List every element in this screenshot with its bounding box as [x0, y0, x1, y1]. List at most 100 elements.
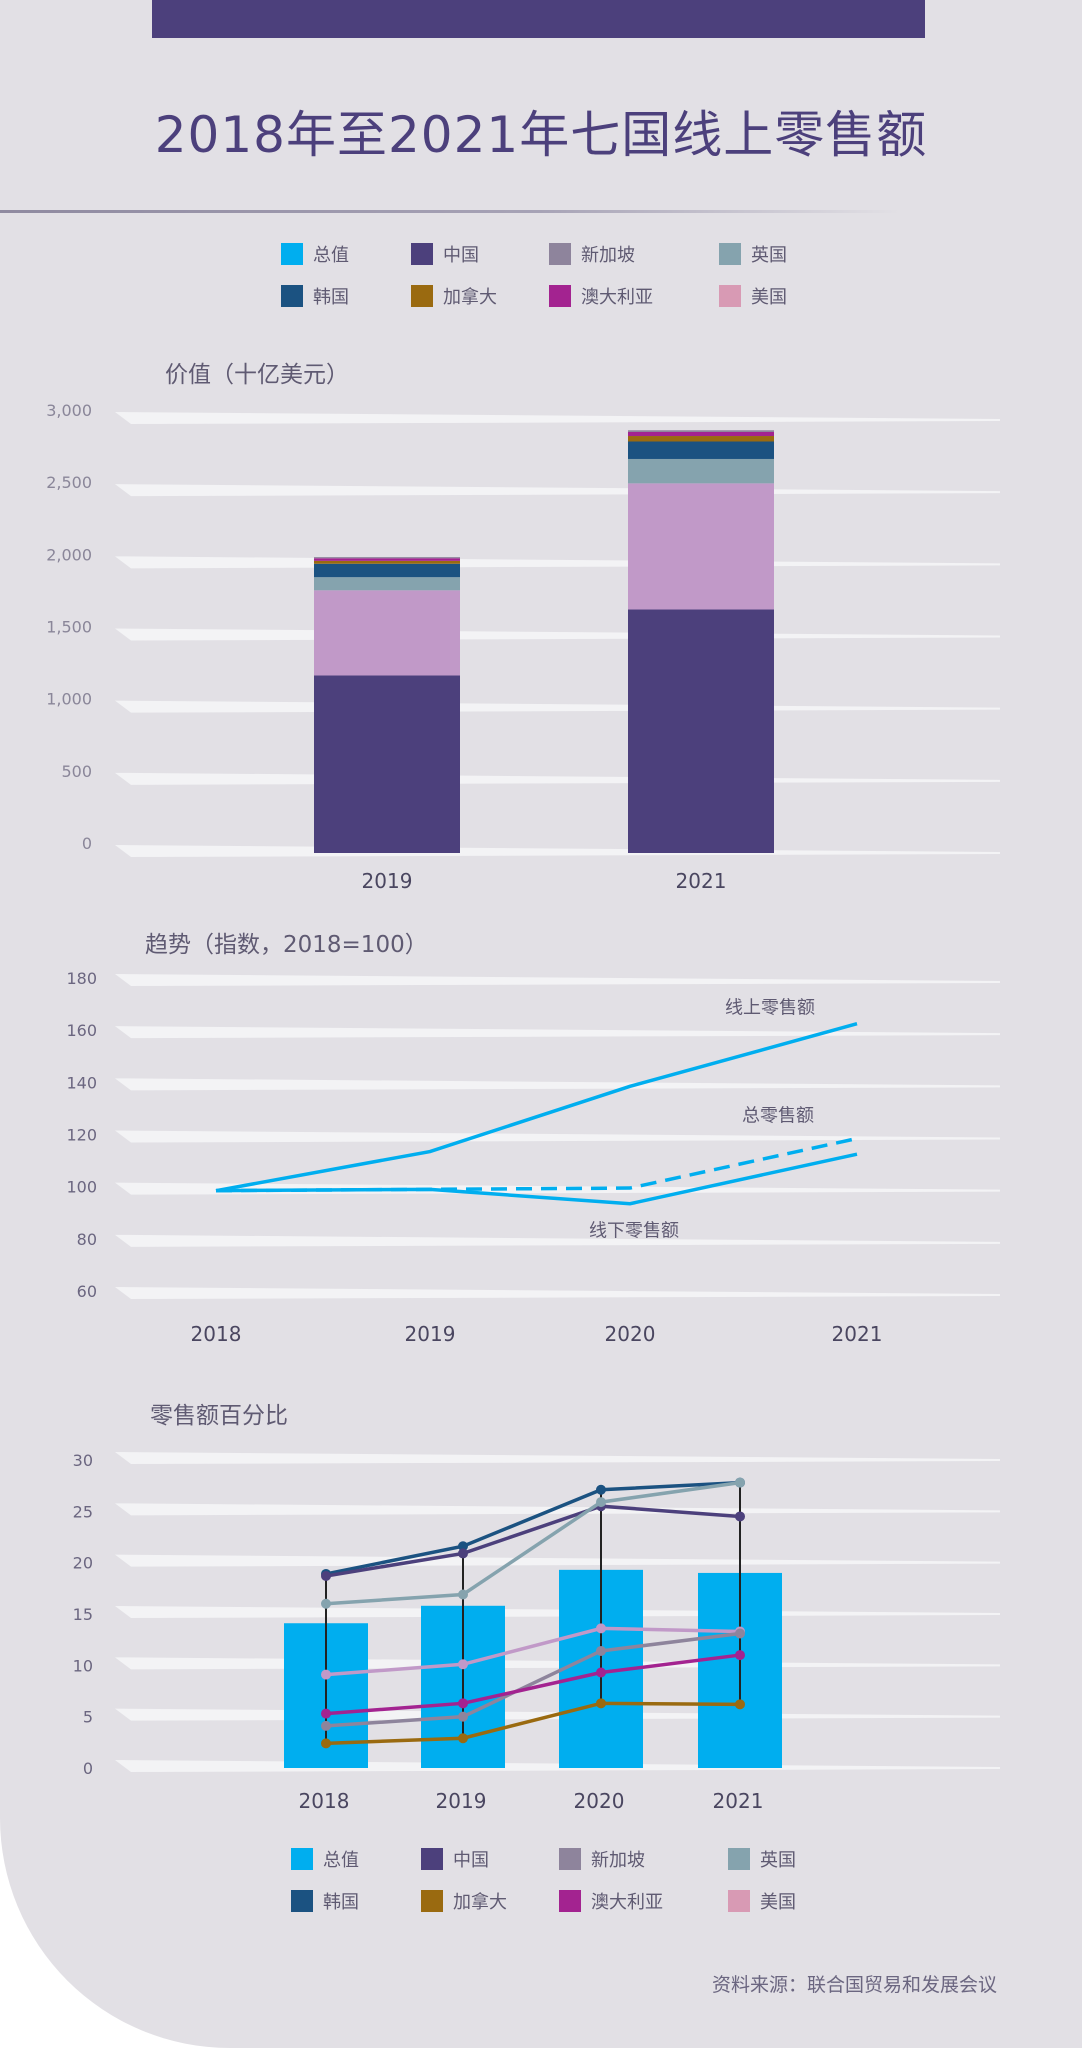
gridline — [115, 1078, 1000, 1091]
y-tick-label: 2,500 — [46, 473, 92, 492]
x-tick-label: 2018 — [299, 1789, 350, 1813]
data-point — [321, 1669, 331, 1680]
legend-swatch — [421, 1890, 443, 1912]
data-point — [596, 1623, 606, 1634]
legend-swatch — [549, 285, 571, 307]
y-tick-label: 80 — [77, 1230, 97, 1249]
data-point — [321, 1720, 331, 1731]
legend-label: 澳大利亚 — [581, 287, 653, 308]
x-tick-label: 2018 — [191, 1322, 242, 1346]
gridline — [115, 974, 1000, 986]
legend-swatch — [719, 243, 741, 265]
data-point — [596, 1698, 606, 1709]
data-point — [735, 1628, 745, 1639]
legend-item: 澳大利亚 — [559, 1889, 663, 1913]
country-line — [325, 1653, 741, 1716]
series-label: 总零售额 — [742, 1106, 814, 1127]
data-point — [735, 1699, 745, 1710]
data-point — [735, 1511, 745, 1522]
percent-bar-line-chart: 0 5 10 15 20 25 30 2018 2019 2020 2021 — [73, 1451, 1000, 1813]
legend-label: 美国 — [760, 1892, 796, 1913]
x-tick-label: 2021 — [676, 869, 727, 893]
series-label: 线上零售额 — [725, 998, 815, 1019]
gridline — [115, 845, 1000, 857]
legend-item: 加拿大 — [411, 284, 497, 308]
series-label: 线下零售额 — [589, 1221, 679, 1242]
legend-item: 英国 — [719, 242, 787, 266]
legend-swatch — [411, 243, 433, 265]
source-note: 资料来源：联合国贸易和发展会议 — [711, 1974, 997, 1996]
gridline — [115, 1287, 1000, 1299]
data-point — [735, 1650, 745, 1661]
bar-segment — [314, 560, 460, 564]
bar-segment — [628, 458, 774, 484]
data-point — [596, 1667, 606, 1678]
x-tick-label: 2021 — [713, 1789, 764, 1813]
bar-segment — [628, 609, 774, 853]
y-tick-label: 180 — [66, 969, 97, 988]
bar-segment — [628, 430, 774, 432]
legend-swatch — [411, 285, 433, 307]
data-point — [596, 1497, 606, 1508]
country-line — [325, 1626, 741, 1677]
legend-item: 韩国 — [281, 284, 349, 308]
gridline — [115, 1452, 1000, 1464]
legend-top: 总值 中国 新加坡 英国韩国 加拿大 澳大利亚 美国 — [0, 242, 1082, 312]
bar-segment — [628, 436, 774, 442]
data-point — [321, 1598, 331, 1609]
legend-swatch — [291, 1848, 313, 1870]
legend-swatch — [291, 1890, 313, 1912]
legend-label: 中国 — [453, 1850, 489, 1871]
bar-segment — [314, 557, 460, 559]
legend-item: 中国 — [411, 242, 479, 266]
gridline — [115, 772, 1000, 785]
legend-swatch — [281, 243, 303, 265]
gridline — [115, 1234, 1000, 1247]
legend-label: 英国 — [751, 245, 787, 266]
gridline — [115, 628, 1000, 641]
y-tick-label: 120 — [66, 1126, 97, 1145]
x-tick-label: 2019 — [405, 1322, 456, 1346]
y-tick-label: 30 — [73, 1451, 93, 1470]
legend-item: 新加坡 — [559, 1847, 645, 1871]
bar-chart-title: 价值（十亿美元） — [165, 362, 349, 388]
legend-label: 新加坡 — [591, 1850, 645, 1871]
legend-item: 美国 — [719, 284, 787, 308]
legend-label: 韩国 — [323, 1892, 359, 1913]
data-point — [458, 1589, 468, 1600]
y-tick-label: 15 — [73, 1605, 93, 1624]
legend-item: 澳大利亚 — [549, 284, 653, 308]
legend-label: 韩国 — [313, 287, 349, 308]
x-tick-label: 2021 — [832, 1322, 883, 1346]
data-point — [321, 1738, 331, 1749]
data-point — [321, 1708, 331, 1719]
legend-item: 总值 — [281, 242, 349, 266]
bar-segment — [628, 431, 774, 437]
y-tick-label: 140 — [66, 1073, 97, 1092]
legend-label: 加拿大 — [443, 287, 497, 308]
y-tick-label: 20 — [73, 1554, 93, 1573]
legend-swatch — [559, 1890, 581, 1912]
legend-bottom: 总值 中国 新加坡 英国 韩国 加拿大 澳大利亚 美国 — [0, 1847, 1082, 1917]
gridline — [115, 700, 1000, 713]
legend-swatch — [728, 1890, 750, 1912]
legend-label: 新加坡 — [581, 245, 635, 266]
y-tick-label: 5 — [83, 1708, 93, 1727]
gridline — [115, 1026, 1000, 1039]
legend-label: 总值 — [313, 245, 349, 266]
title-divider — [0, 210, 900, 213]
bar-segment — [314, 558, 460, 561]
legend-swatch — [549, 243, 571, 265]
gridline — [115, 1554, 1000, 1567]
legend-item: 新加坡 — [549, 242, 635, 266]
legend-swatch — [421, 1848, 443, 1870]
y-tick-label: 160 — [66, 1021, 97, 1040]
legend-swatch — [728, 1848, 750, 1870]
data-point — [596, 1645, 606, 1656]
y-tick-label: 500 — [61, 762, 92, 781]
legend-label: 英国 — [760, 1850, 796, 1871]
trend-line-chart: 60 80 100 120 140 160 180 2018 2019 2020 2021 线上零售额… — [66, 969, 1000, 1346]
legend-label: 澳大利亚 — [591, 1892, 663, 1913]
legend-item: 中国 — [421, 1847, 489, 1871]
